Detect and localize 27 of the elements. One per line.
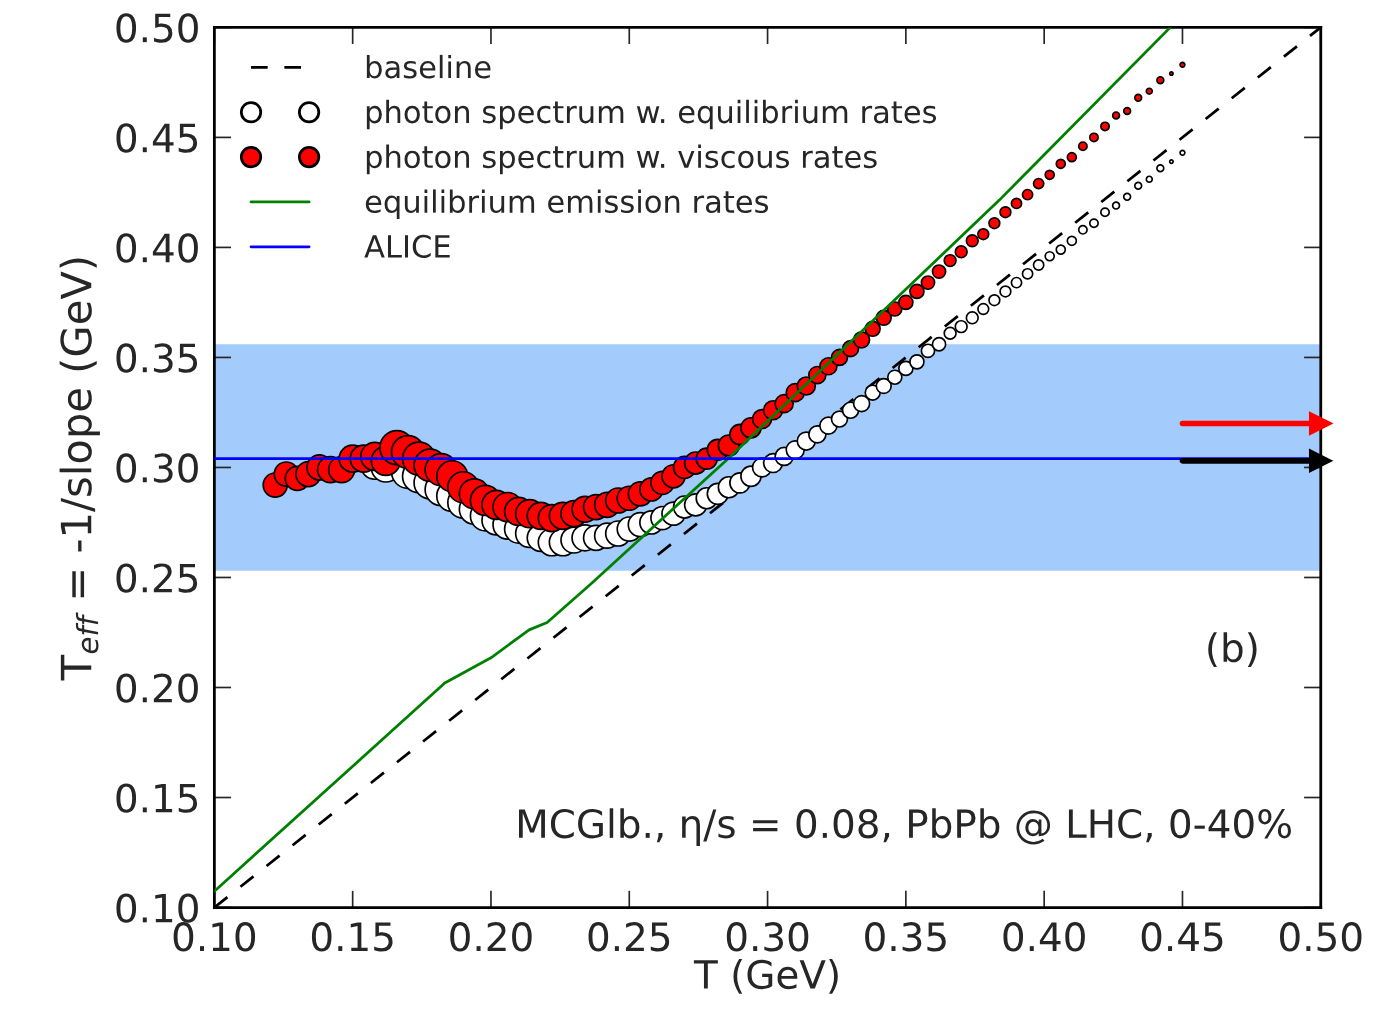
legend-label: photon spectrum w. equilibrium rates [366,99,937,130]
legend-label: equilibrium emission rates [365,189,769,219]
y-tick-label: 0.40 [116,233,198,263]
x-tick-label: 0.20 [450,922,532,952]
x-tick-label: 0.35 [865,922,946,952]
legend-label: baseline [366,54,491,79]
x-axis-title: T (GeV) [693,959,838,994]
y-tick-label: 0.25 [116,563,198,593]
legend-label: ALICE [364,234,450,258]
x-tick-label: 0.25 [588,922,670,952]
x-tick-label: 0.15 [311,922,393,952]
y-tick-label: 0.20 [116,673,198,703]
x-tick-label: 0.10 [173,922,256,952]
y-tick-label: 0.45 [116,123,198,153]
x-tick-label: 0.50 [1280,922,1362,952]
x-tick-label: 0.40 [1003,922,1085,952]
legend-label: photon spectrum w. viscous rates [366,144,877,175]
x-tick-label: 0.30 [726,922,809,952]
annotation: (b) [1208,632,1257,667]
y-tick-label: 0.10 [116,893,198,923]
y-tick-label: 0.30 [116,453,198,483]
x-tick-label: 0.45 [1141,922,1223,952]
y-axis-title: T$_{eff}$ = -1/slope (GeV) [59,258,100,681]
annotation: MCGlb., η/s = 0.08, PbPb @ LHC, 0-40% [519,808,1291,846]
y-tick-label: 0.35 [116,343,198,373]
y-tick-label: 0.50 [116,13,198,43]
y-tick-label: 0.15 [116,783,198,813]
